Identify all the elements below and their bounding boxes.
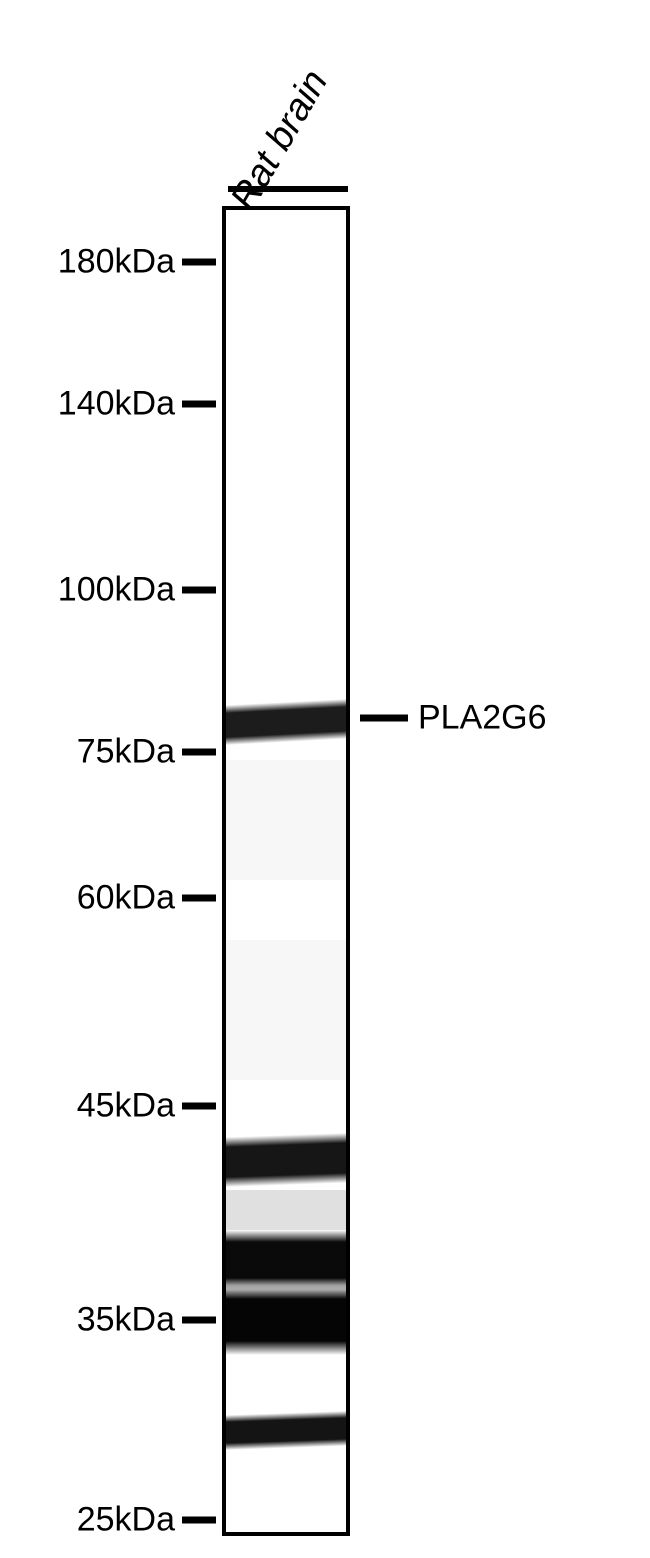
ladder-label-140kDa: 140kDa [58, 385, 175, 424]
lane-sample-label: Rat brain [223, 63, 337, 218]
ladder-label-25kDa: 25kDa [77, 1501, 175, 1540]
ladder-label-180kDa: 180kDa [58, 243, 175, 282]
ladder-tick-100kDa [182, 587, 216, 594]
faint-shading [226, 760, 346, 880]
ladder-tick-140kDa [182, 401, 216, 408]
ladder-tick-25kDa [182, 1517, 216, 1524]
protein-tick [360, 715, 408, 722]
ladder-tick-75kDa [182, 749, 216, 756]
faint-shading [226, 1190, 346, 1230]
band-non-specific-35kda [226, 1285, 346, 1355]
band-non-specific-30kda [222, 1410, 350, 1450]
ladder-label-100kDa: 100kDa [58, 571, 175, 610]
ladder-tick-35kDa [182, 1317, 216, 1324]
band-non-specific-42kda [222, 1133, 350, 1187]
ladder-tick-45kDa [182, 1103, 216, 1110]
ladder-tick-180kDa [182, 259, 216, 266]
ladder-tick-60kDa [182, 895, 216, 902]
band-pla2g6-primary [222, 699, 350, 746]
faint-shading [226, 940, 346, 1080]
lane-box [222, 206, 350, 1536]
protein-label: PLA2G6 [418, 699, 547, 738]
band-non-specific-36kda-upper [226, 1230, 346, 1290]
blot-canvas: Rat brain PLA2G6 180kDa 140kDa 100kDa 75kDa… [0, 0, 650, 1558]
ladder-label-35kDa: 35kDa [77, 1301, 175, 1340]
ladder-label-60kDa: 60kDa [77, 879, 175, 918]
ladder-label-75kDa: 75kDa [77, 733, 175, 772]
lane-underline [228, 186, 348, 192]
ladder-label-45kDa: 45kDa [77, 1087, 175, 1126]
